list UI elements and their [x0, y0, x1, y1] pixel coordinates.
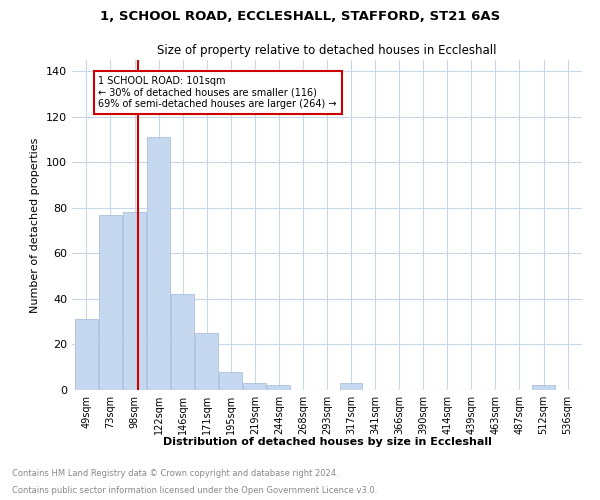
- Bar: [99, 215, 122, 390]
- Bar: [268, 386, 290, 390]
- Title: Size of property relative to detached houses in Eccleshall: Size of property relative to detached ho…: [157, 44, 497, 58]
- X-axis label: Distribution of detached houses by size in Eccleshall: Distribution of detached houses by size …: [163, 437, 491, 447]
- Bar: [123, 212, 146, 390]
- Text: 1 SCHOOL ROAD: 101sqm
← 30% of detached houses are smaller (116)
69% of semi-det: 1 SCHOOL ROAD: 101sqm ← 30% of detached …: [98, 76, 337, 109]
- Text: Contains public sector information licensed under the Open Government Licence v3: Contains public sector information licen…: [12, 486, 377, 495]
- Bar: [244, 383, 266, 390]
- Bar: [171, 294, 194, 390]
- Y-axis label: Number of detached properties: Number of detached properties: [31, 138, 40, 312]
- Text: 1, SCHOOL ROAD, ECCLESHALL, STAFFORD, ST21 6AS: 1, SCHOOL ROAD, ECCLESHALL, STAFFORD, ST…: [100, 10, 500, 23]
- Text: Contains HM Land Registry data © Crown copyright and database right 2024.: Contains HM Land Registry data © Crown c…: [12, 468, 338, 477]
- Bar: [75, 320, 98, 390]
- Bar: [147, 138, 170, 390]
- Bar: [220, 372, 242, 390]
- Bar: [195, 333, 218, 390]
- Bar: [340, 383, 362, 390]
- Bar: [532, 386, 555, 390]
